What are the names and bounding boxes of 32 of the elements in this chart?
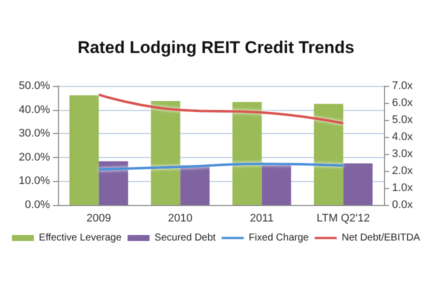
y2-tick-label: 4.0x (392, 131, 414, 143)
y-tick-label: 50.0% (18, 80, 50, 92)
y-tick-label: 10.0% (18, 175, 50, 188)
y2-tick-label: 3.0x (392, 148, 414, 160)
bar (314, 104, 344, 205)
y2-tick-label: 7.0x (392, 80, 414, 92)
legend-label: Fixed Charge (248, 232, 310, 244)
legend-label: Net Debt/EBITDA (342, 232, 420, 244)
legend-label: Secured Debt (154, 232, 216, 244)
y2-tick-label: 6.0x (392, 97, 414, 109)
bar (232, 102, 262, 205)
x-tick-label: LTM Q2'12 (316, 212, 370, 224)
y2-tick-label: 2.0x (392, 165, 414, 177)
line-series (98, 93, 344, 124)
y2-tick-label: 5.0x (392, 114, 414, 126)
chart-title: Rated Lodging REIT Credit Trends (78, 38, 354, 57)
bar (180, 165, 210, 205)
bar (98, 161, 128, 205)
y-tick-label: 40.0% (18, 104, 50, 116)
legend-label: Effective Leverage (38, 232, 122, 244)
y-tick-label: 0.0% (24, 199, 50, 211)
x-tick-label: 2009 (86, 212, 111, 224)
bar (69, 95, 99, 205)
y-tick-label: 30.0% (18, 128, 50, 140)
y-tick-label: 20.0% (18, 151, 50, 164)
y2-tick-label: 0.0x (392, 199, 414, 211)
bar (150, 100, 180, 205)
bar (262, 165, 292, 205)
bar (343, 163, 373, 205)
x-tick-label: 2011 (250, 212, 274, 224)
y2-tick-label: 1.0x (392, 182, 414, 194)
x-tick-label: 2010 (168, 212, 192, 224)
